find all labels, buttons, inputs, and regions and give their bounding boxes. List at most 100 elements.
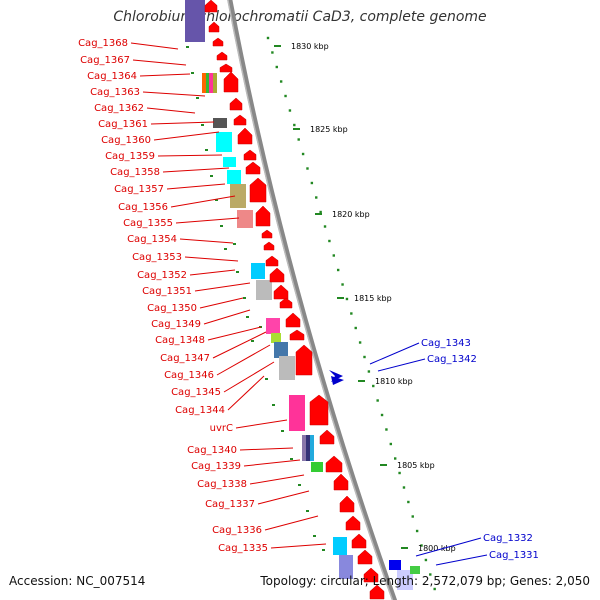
gene-arrow <box>233 114 247 126</box>
forward-gene-arrow <box>329 370 343 382</box>
tick-mark <box>319 210 322 214</box>
label-leader-line <box>264 515 319 531</box>
tick-mark <box>284 94 287 98</box>
gene-arrow <box>223 71 239 93</box>
gene-label-cag_1364: Cag_1364 <box>87 71 137 82</box>
gene-feature-box <box>306 435 310 461</box>
gene-label-cag_1348: Cag_1348 <box>155 335 205 346</box>
tick-mark <box>306 167 309 170</box>
feature-dot <box>243 297 246 299</box>
tick-mark <box>389 442 393 446</box>
feature-dot <box>298 484 301 486</box>
tick-label: 1830 kbp <box>291 42 329 51</box>
label-leader-line <box>153 131 220 141</box>
feature-dot <box>272 404 275 406</box>
gene-arrow <box>369 584 385 600</box>
forward-gene-arrow <box>331 376 344 385</box>
feature-dot <box>196 97 199 99</box>
gene-feature-box <box>333 537 347 555</box>
tick-mark <box>420 544 423 547</box>
tick-label: 1820 kbp <box>332 210 370 219</box>
tick-mark <box>433 587 436 591</box>
gene-arrow <box>363 567 379 583</box>
accession-text: Accession: NC_007514 <box>9 574 146 588</box>
gene-arrow <box>265 255 279 267</box>
gene-feature-box <box>213 73 217 93</box>
tick-mark <box>266 36 270 40</box>
gene-label-cag_1350: Cag_1350 <box>147 303 197 314</box>
tick-mark <box>293 123 296 127</box>
label-leader-line <box>130 42 179 50</box>
label-leader-line <box>170 195 236 208</box>
gene-arrow <box>295 344 313 376</box>
tick-label: 1800 kbp <box>418 544 456 553</box>
label-leader-line <box>194 282 251 292</box>
feature-dot <box>186 46 189 48</box>
gene-arrow <box>289 329 305 341</box>
label-leader-line <box>146 107 196 114</box>
gene-label-cag_1331: Cag_1331 <box>489 550 539 561</box>
feature-dot <box>306 510 309 512</box>
gene-feature-box <box>397 570 413 590</box>
gene-feature-box <box>206 73 210 93</box>
gene-arrow <box>319 429 335 445</box>
label-leader-line <box>239 447 294 451</box>
gene-arrow <box>333 473 349 491</box>
tick-mark <box>297 138 300 141</box>
tick-label: 1815 kbp <box>354 294 392 303</box>
feature-dot <box>265 378 268 380</box>
gene-feature-box <box>271 333 281 343</box>
gene-label-cag_1349: Cag_1349 <box>151 319 201 330</box>
gene-label-cag_1339: Cag_1339 <box>191 461 241 472</box>
gene-feature-box <box>223 157 236 167</box>
gene-arrow <box>345 515 361 531</box>
label-leader-line <box>435 554 488 566</box>
tick-mark <box>385 428 388 431</box>
gene-label-uvrc: uvrC <box>210 423 233 434</box>
tick-mark <box>350 312 353 315</box>
tick-mark <box>411 515 414 518</box>
gene-label-cag_1335: Cag_1335 <box>218 543 268 554</box>
gene-label-cag_1337: Cag_1337 <box>205 499 255 510</box>
tick-mark <box>415 529 419 533</box>
label-leader-line <box>162 167 230 173</box>
tick-mark <box>328 239 331 243</box>
tick-mark <box>275 65 278 69</box>
gene-arrow <box>279 297 293 309</box>
feature-dot <box>201 124 204 126</box>
gene-label-cag_1353: Cag_1353 <box>132 252 182 263</box>
tick-mark <box>363 355 366 359</box>
gene-feature-box <box>230 184 246 208</box>
label-leader-line <box>216 344 271 376</box>
gene-arrow <box>263 241 275 251</box>
genome-backbone-highlight <box>227 0 394 600</box>
label-leader-line <box>243 459 301 467</box>
tick-mark <box>332 254 335 257</box>
label-leader-line <box>369 342 420 365</box>
label-leader-line <box>249 474 305 485</box>
gene-label-cag_1363: Cag_1363 <box>90 87 140 98</box>
label-leader-line <box>150 121 215 125</box>
gene-arrow <box>357 549 373 565</box>
tick-mark <box>310 181 314 185</box>
label-leader-line <box>227 375 265 411</box>
gene-arrow <box>261 229 273 239</box>
gene-feature-box <box>339 555 353 579</box>
label-leader-line <box>139 73 191 77</box>
gene-label-cag_1346: Cag_1346 <box>164 370 214 381</box>
tick-mark <box>301 152 305 156</box>
tick-mark <box>398 471 401 475</box>
gene-label-cag_1347: Cag_1347 <box>160 353 210 364</box>
gene-label-cag_1342: Cag_1342 <box>427 354 477 365</box>
gene-arrow <box>273 284 289 300</box>
gene-label-cag_1359: Cag_1359 <box>105 151 155 162</box>
gene-arrow <box>216 51 228 61</box>
tick-mark <box>429 573 432 576</box>
gene-arrow <box>245 161 261 175</box>
label-leader-line <box>207 326 262 341</box>
label-leader-line <box>199 297 244 309</box>
gene-feature-box <box>251 263 265 279</box>
label-leader-line <box>377 358 426 372</box>
